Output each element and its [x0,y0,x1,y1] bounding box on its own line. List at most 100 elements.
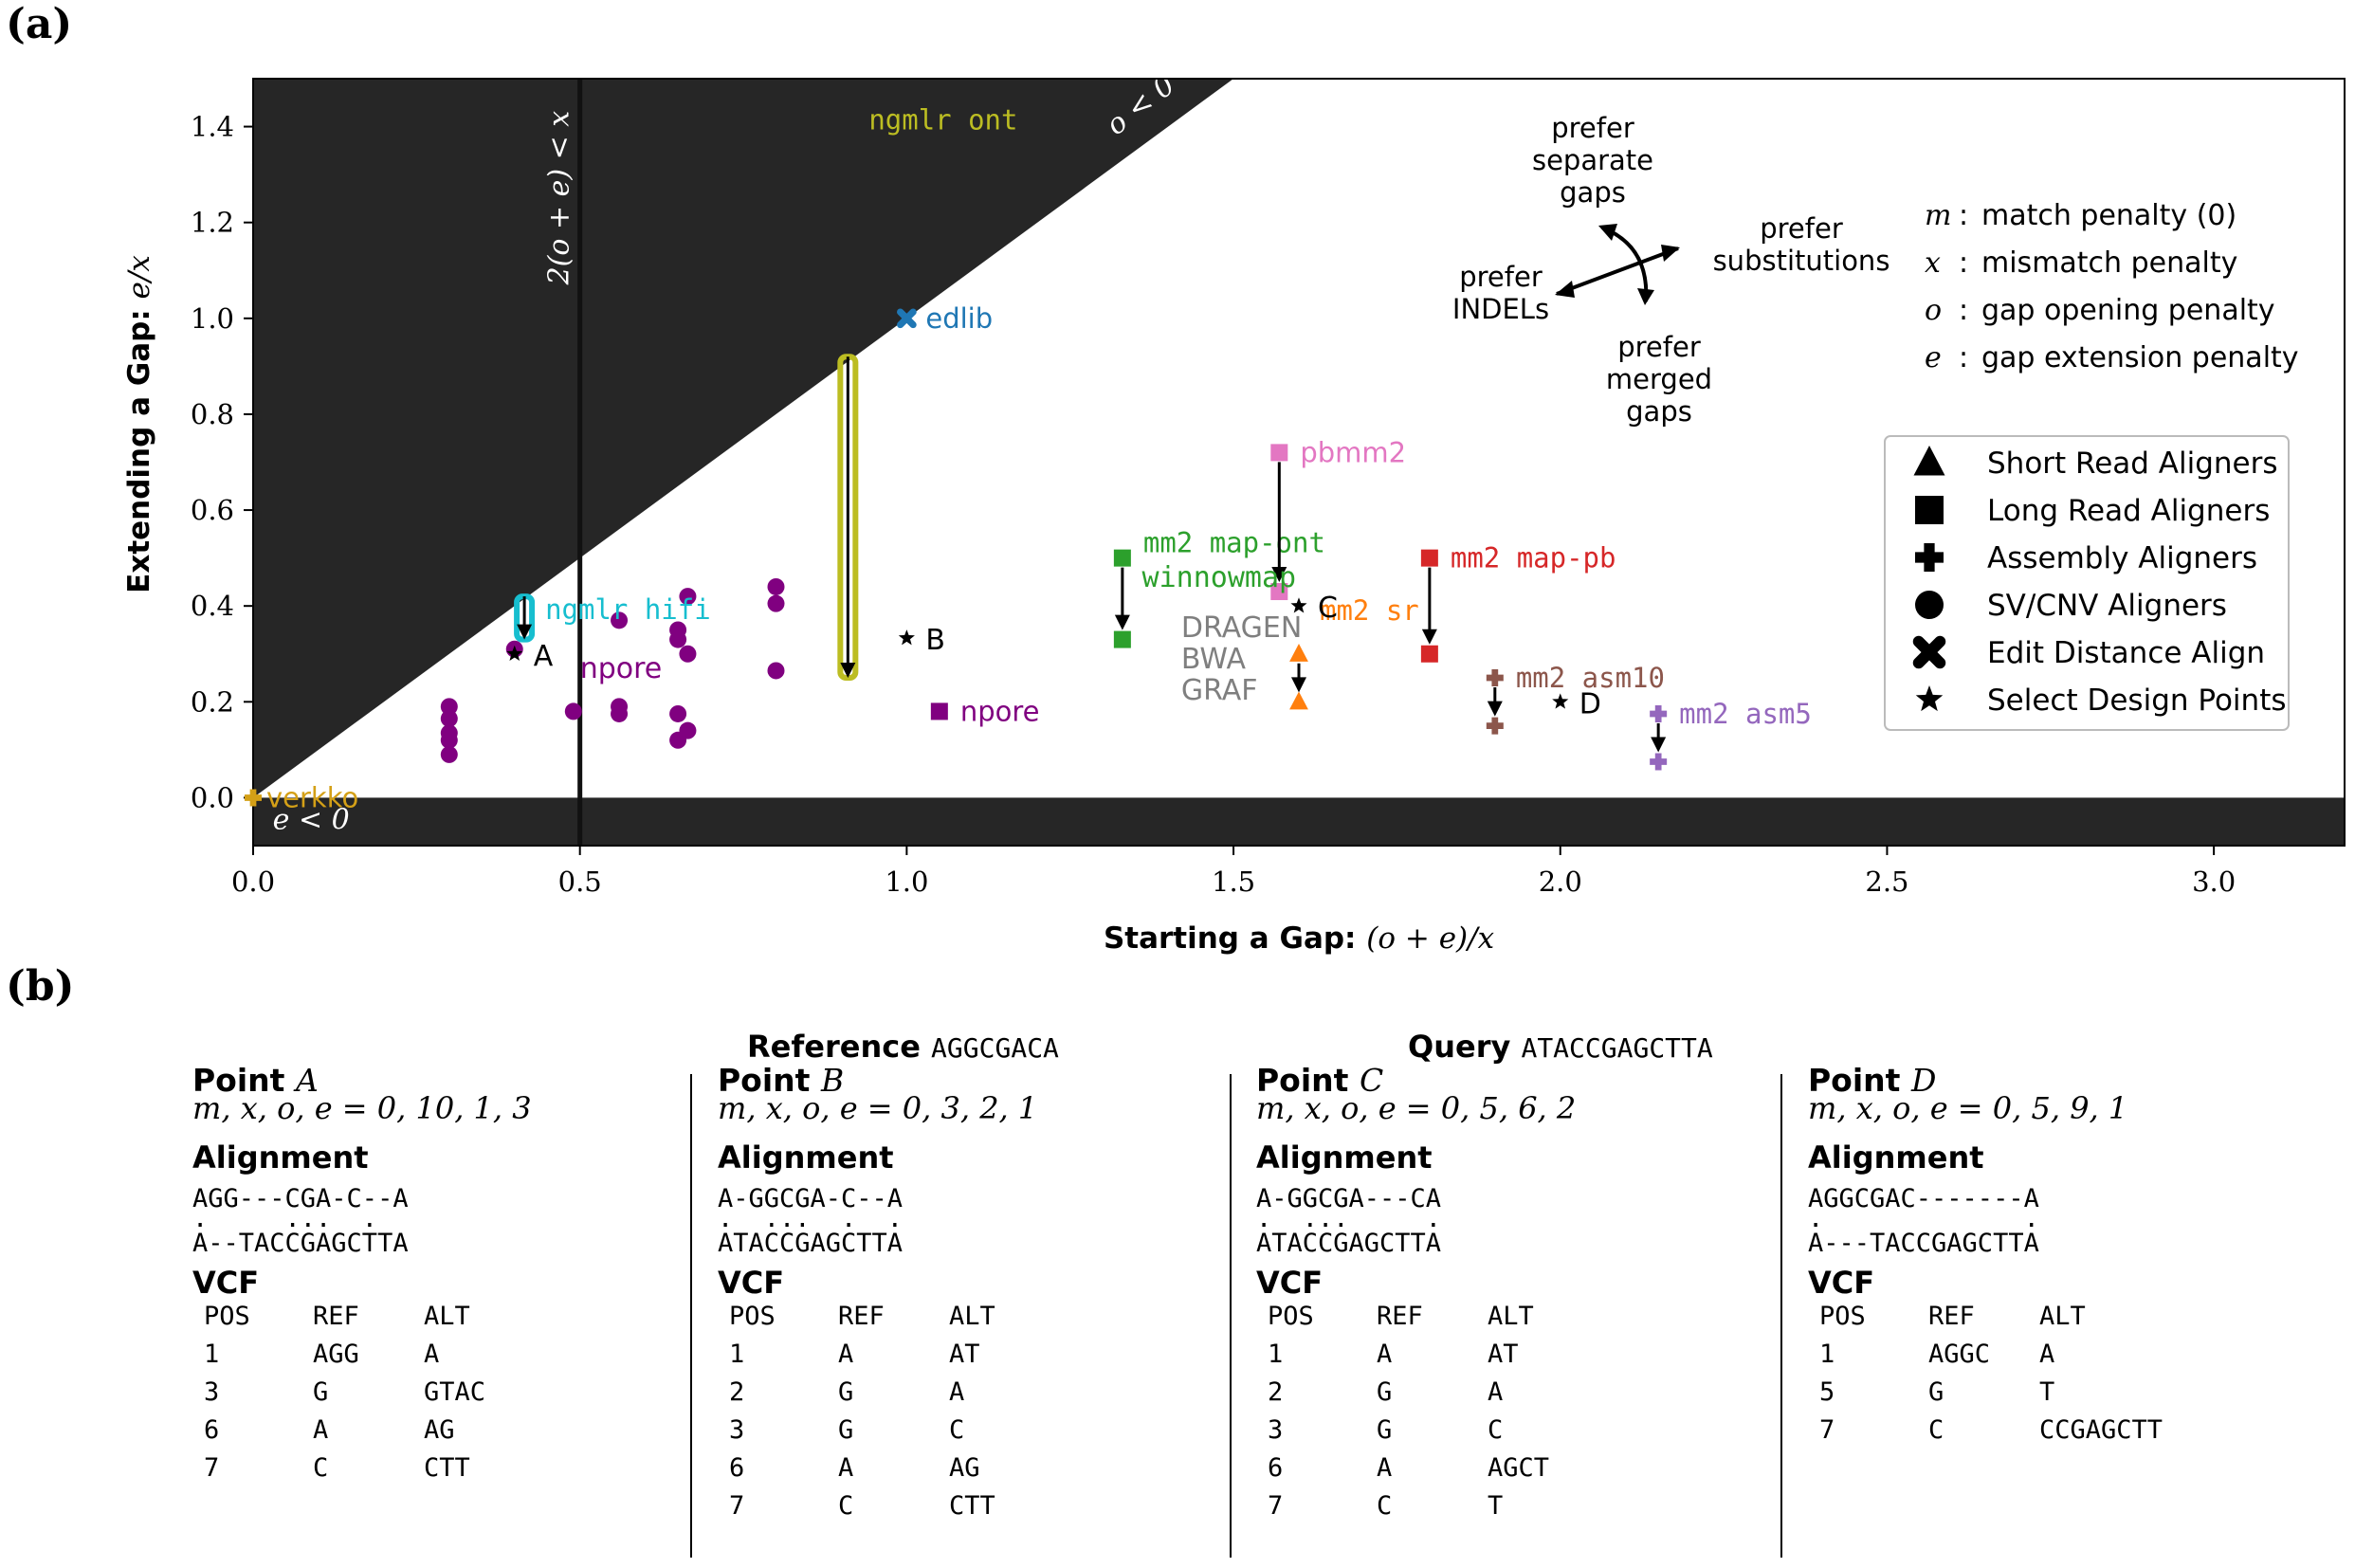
vcf-cell-ref: C [1928,1414,1944,1445]
alignment-label: Alignment [192,1140,369,1176]
design-point-D [1552,693,1569,709]
vcf-cell-pos: 3 [729,1414,745,1445]
region-e-negative [253,797,2345,846]
y-tick-label: 0.2 [191,685,234,718]
vcf-header-pos: POS [1819,1301,1866,1331]
definition-colon-x: : [1959,246,1968,280]
sv-point-15 [679,645,697,663]
y-tick-label: 1.2 [191,207,234,239]
sv-point-6 [564,702,582,720]
vcf-cell-alt: T [1488,1490,1504,1521]
definition-symbol-e: e [1925,341,1942,374]
reference-seq: AGGCGACA [931,1032,1059,1064]
sv-point-7 [611,611,629,629]
vcf-header-row: POS REF ALT [1256,1297,1549,1335]
legend-marker-star [1915,685,1944,712]
text-label-1: winnowmap [1142,561,1297,594]
vcf-header-row: POS REF ALT [192,1297,485,1335]
dir-arrowhead-merged [1637,288,1654,305]
point-title: Point A [192,1062,685,1099]
definition-text-e: gap extension penalty [1981,341,2299,374]
point-title-text: Point [718,1062,811,1099]
sv-point-16 [679,721,697,739]
vline-label: 2(o + e) < x [543,111,576,286]
pbmm2-to-marker [1270,583,1288,601]
vcf-cell-ref: A [313,1414,329,1445]
y-tick-label: 0.0 [191,781,234,813]
mm2_sr-from-marker [1289,643,1308,662]
vcf-row: 6 A AGCT [1256,1449,1549,1486]
mm2_asm5-to-marker [1650,753,1668,771]
vcf-cell-pos: 1 [1819,1339,1835,1369]
vcf-header-row: POS REF ALT [1808,1297,2163,1335]
vcf-cell-alt: AG [949,1452,980,1483]
vcf-cell-pos: 2 [1268,1377,1284,1407]
definition-text-x: mismatch penalty [1981,246,2237,280]
vcf-row: 1 A AT [1256,1335,1549,1373]
design-point-label-C: C [1318,592,1338,625]
mm2_map_ont-arrow-head [1114,614,1130,630]
mm2_asm10-to-marker [1486,717,1504,735]
sv-point-1 [440,710,458,728]
vcf-row: 1 A AT [718,1335,995,1373]
point-title-text: Point [1808,1062,1901,1099]
vcf-header-alt: ALT [1488,1301,1534,1331]
text-label-2: DRAGEN [1181,611,1302,645]
mm2_sr-to-marker [1289,691,1308,710]
dir-merged-line-1: merged [1606,363,1712,395]
vcf-cell-pos: 7 [204,1452,220,1483]
vcf-cell-ref: C [838,1490,854,1521]
point-params: m, x, o, e = 0, 3, 2, 1 [718,1090,1038,1126]
legend-marker-square [1915,496,1944,524]
definition-symbol-x: x [1925,246,1941,280]
mm2_asm10-from-marker [1486,669,1504,687]
vcf-cell-pos: 3 [1268,1414,1284,1445]
mm2_map_ont-label: mm2 map-ont [1143,527,1325,559]
mm2_map_pb-from-marker [1420,549,1438,567]
definition-text-m: match penalty (0) [1981,199,2236,232]
vcf-label: VCF [718,1265,785,1301]
design-point-label-B: B [925,624,945,657]
vcf-cell-alt: CCGAGCTT [2039,1414,2163,1445]
point-params: m, x, o, e = 0, 5, 9, 1 [1808,1090,2128,1126]
vcf-header-ref: REF [1377,1301,1423,1331]
vcf-header-pos: POS [729,1301,776,1331]
vcf-cell-pos: 6 [1268,1452,1284,1483]
ngmlr_hifi-arrow-head [517,624,533,640]
sv-point-17 [767,577,785,595]
alignment-query: ATACCGAGCTTA [718,1229,904,1258]
y-tick-label: 0.4 [191,590,234,622]
sv-point-14 [679,588,697,606]
legend-label-square: Long Read Aligners [1987,494,2270,528]
legend-marker-plus [1915,543,1944,572]
x-tick-label: 2.5 [1865,866,1908,898]
vcf-cell-pos: 1 [1268,1339,1284,1369]
vcf-label: VCF [1256,1265,1324,1301]
vcf-row: 7 C T [1256,1486,1549,1524]
vcf-row: 7 C CTT [718,1486,995,1524]
vcf-cell-alt: AT [949,1339,980,1369]
vcf-row: 6 A AG [192,1411,485,1449]
vcf-cell-ref: A [1377,1452,1393,1483]
vcf-cell-ref: G [1377,1377,1393,1407]
region-o-negative [253,79,1234,798]
sv-point-12 [669,704,687,722]
sv-point-19 [767,662,785,680]
dir-arrowhead-separate [1598,224,1617,241]
alignment-query: A---TACCGAGCTTA [1808,1229,2039,1258]
mm2_sr-label: mm2 sr [1320,594,1419,627]
vcf-cell-alt: A [2039,1339,2055,1369]
vcf-label: VCF [1808,1265,1875,1301]
vcf-cell-alt: C [949,1414,965,1445]
divider-2 [1230,1074,1232,1558]
query-seq: ATACCGAGCTTA [1521,1032,1713,1064]
x-tick-label: 1.0 [885,866,928,898]
vcf-cell-ref: AGG [313,1339,359,1369]
alignment-reference: A-GGCGA---CA [1256,1184,1442,1213]
dir-arrowhead-substitutions [1661,245,1680,262]
sv-point-9 [611,704,629,722]
pbmm2-label: pbmm2 [1300,436,1406,468]
legend-label-circle: SV/CNV Aligners [1987,589,2227,623]
